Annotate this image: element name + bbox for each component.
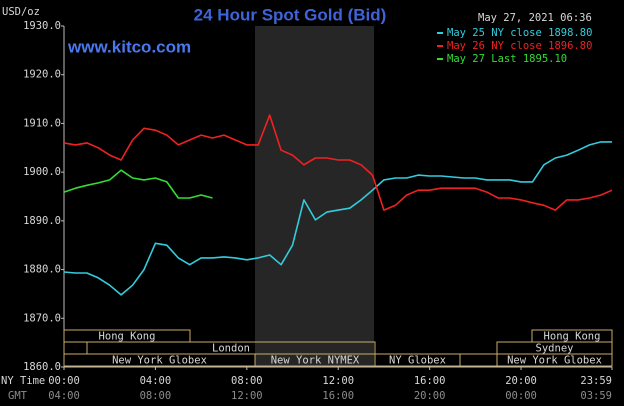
x-tick-label: 16:00: [414, 375, 446, 387]
x2-tick-label: 20:00: [414, 390, 446, 402]
website: www.kitco.com: [67, 37, 191, 56]
x-tick-label: 12:00: [322, 375, 354, 387]
legend-label: May 26 NY close 1896.80: [447, 40, 592, 52]
y-axis-label: USD/oz: [2, 6, 40, 18]
legend-label: May 27 Last 1895.10: [447, 53, 567, 65]
session-label: London: [212, 343, 250, 355]
x2-tick-label: 03:59: [580, 390, 612, 402]
session-box: [496, 353, 613, 367]
session-label: New York NYMEX: [271, 355, 360, 367]
timestamp: May 27, 2021 06:36: [478, 12, 592, 24]
x2-tick-label: 00:00: [505, 390, 537, 402]
x-tick-label: 23:59: [580, 375, 612, 387]
x-tick-label: 00:00: [48, 375, 80, 387]
x-tick-label: 20:00: [505, 375, 537, 387]
x-tick-label: 04:00: [140, 375, 172, 387]
x2-axis-label: GMT: [8, 390, 28, 402]
session-box: [374, 353, 461, 367]
y-tick-label: 1930.0: [23, 20, 61, 32]
y-tick-label: 1910.0: [23, 117, 61, 129]
series-line: [63, 114, 613, 211]
nymex-shade: [255, 26, 374, 367]
x2-tick-label: 04:00: [48, 390, 80, 402]
y-tick-label: 1880.0: [23, 264, 61, 276]
chart-title: 24 Hour Spot Gold (Bid): [194, 5, 387, 24]
x2-tick-label: 08:00: [140, 390, 172, 402]
session-box: [459, 353, 498, 367]
series-line: [63, 141, 612, 296]
y-tick-label: 1900.0: [23, 166, 61, 178]
session-label: New York Globex: [112, 355, 207, 367]
session-label: Hong Kong: [99, 331, 156, 343]
x2-tick-label: 12:00: [231, 390, 263, 402]
y-tick-label: 1860.0: [23, 361, 61, 373]
session-label: Hong Kong: [544, 331, 601, 343]
y-tick-label: 1890.0: [23, 215, 61, 227]
legend-label: May 25 NY close 1898.80: [447, 27, 592, 39]
x2-tick-label: 16:00: [322, 390, 354, 402]
session-label: NY Globex: [389, 355, 446, 367]
session-label: New York Globex: [507, 355, 602, 367]
x-axis-label: NY Time: [1, 375, 45, 387]
series-line: [63, 169, 213, 199]
session-label: Sydney: [536, 343, 574, 355]
y-tick-label: 1870.0: [23, 312, 61, 324]
session-box: [63, 341, 88, 355]
x-tick-label: 08:00: [231, 375, 263, 387]
y-tick-label: 1920.0: [23, 69, 61, 81]
